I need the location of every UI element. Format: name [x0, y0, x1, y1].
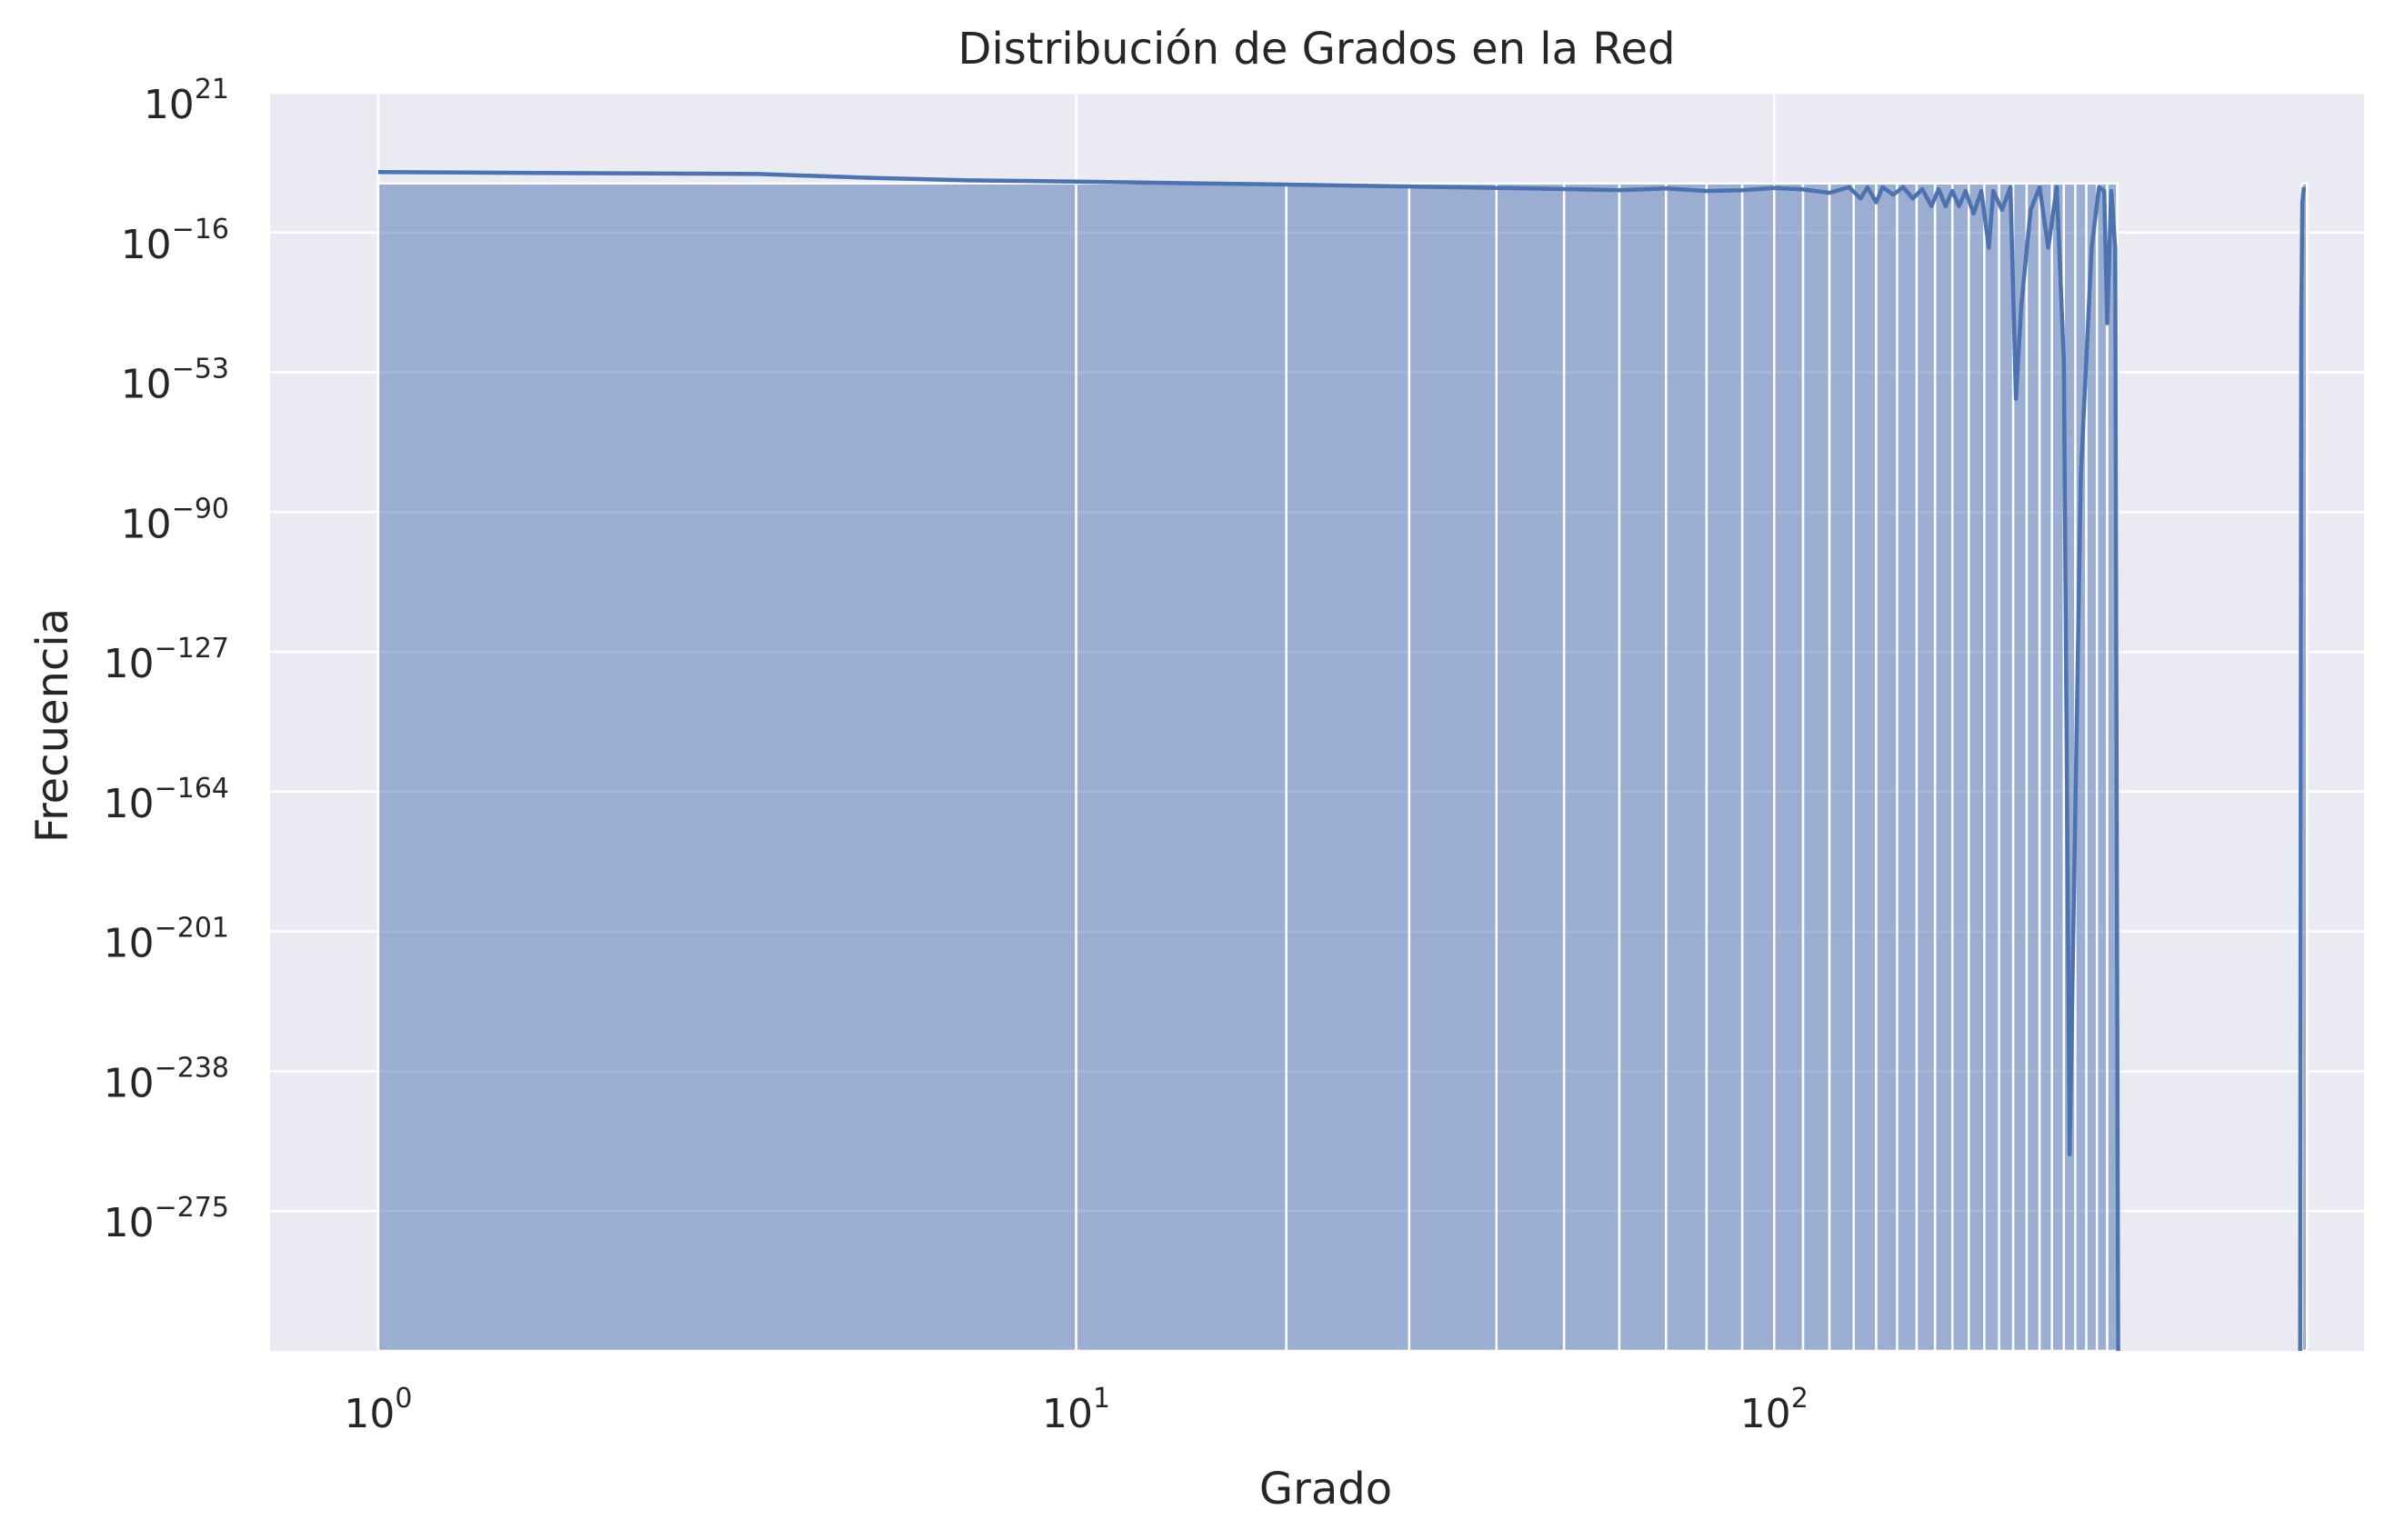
y-tick-label-exponent: 21 — [195, 74, 229, 105]
y-tick-label-base: 10 — [121, 362, 172, 408]
y-tick-label-exponent: −127 — [155, 633, 229, 665]
histogram-bar — [1801, 182, 1831, 1353]
histogram-bar — [1933, 182, 1954, 1353]
y-tick-label-exponent: −201 — [155, 913, 229, 945]
histogram-bar — [1618, 182, 1668, 1353]
y-tick-label-base: 10 — [144, 82, 195, 128]
x-tick-label: 101 — [1042, 1383, 1110, 1437]
histogram-bars — [376, 182, 2309, 1353]
y-tick-label: 10−53 — [121, 354, 229, 408]
histogram-bar — [1495, 182, 1566, 1353]
histogram-bar — [1896, 182, 1919, 1353]
histogram-bar — [1075, 182, 1288, 1353]
chart-title: Distribución de Grados en la Red — [958, 24, 1676, 75]
histogram-bar — [1967, 182, 1986, 1353]
y-tick-label: 10−16 — [121, 214, 229, 268]
y-tick-label: 10−90 — [121, 493, 229, 547]
y-tick-label-base: 10 — [104, 781, 155, 827]
y-tick-label-base: 10 — [104, 1200, 155, 1246]
x-axis-label: Grado — [1259, 1464, 1392, 1515]
y-tick-label-base: 10 — [121, 501, 172, 547]
y-tick-label-base: 10 — [104, 921, 155, 967]
histogram-bar — [2025, 182, 2041, 1353]
histogram-bar — [1875, 182, 1899, 1353]
y-tick-label-exponent: −16 — [172, 214, 229, 245]
histogram-bar — [1408, 182, 1498, 1353]
y-tick-label: 10−238 — [104, 1052, 229, 1106]
y-tick-labels: 102110−1610−5310−9010−12710−16410−20110−… — [104, 74, 229, 1246]
kde-line-right — [2298, 186, 2307, 1352]
histogram-bar — [1828, 182, 1855, 1353]
y-tick-label-exponent: −164 — [155, 773, 229, 805]
histogram-bar — [1665, 182, 1709, 1353]
y-tick-label: 10−127 — [104, 633, 229, 687]
y-tick-label: 1021 — [144, 74, 229, 128]
histogram-bar — [1983, 182, 2000, 1353]
x-tick-label-exponent: 1 — [1093, 1383, 1110, 1415]
y-axis-label: Frecuencia — [27, 608, 78, 843]
y-tick-label-base: 10 — [104, 1060, 155, 1106]
x-tick-label-exponent: 0 — [395, 1383, 412, 1415]
histogram-bar — [1915, 182, 1937, 1353]
kde-lines — [377, 170, 2307, 1352]
y-tick-label-exponent: −90 — [172, 493, 229, 525]
x-tick-labels: 100 101 102 — [344, 1383, 1808, 1437]
histogram-bar — [2095, 182, 2109, 1353]
histogram-bar — [376, 182, 1077, 1353]
histogram-bar — [1772, 182, 1805, 1353]
x-tick-label-base: 10 — [1042, 1391, 1093, 1437]
histogram-bar — [2038, 182, 2053, 1353]
x-tick-label: 100 — [344, 1383, 412, 1437]
histogram-bar — [1562, 182, 1621, 1353]
y-tick-label-exponent: −275 — [155, 1192, 229, 1224]
kde-line — [377, 170, 2120, 1352]
y-tick-label-base: 10 — [121, 222, 172, 268]
x-tick-label-base: 10 — [1740, 1391, 1791, 1437]
y-tick-label-exponent: −53 — [172, 354, 229, 385]
histogram-bar — [1950, 182, 1970, 1353]
x-tick-label-base: 10 — [344, 1391, 395, 1437]
y-tick-label: 10−164 — [104, 773, 229, 827]
histogram-bar — [1705, 182, 1744, 1353]
histogram-bar — [1998, 182, 2015, 1353]
y-tick-label-base: 10 — [104, 641, 155, 687]
histogram-bar — [1852, 182, 1878, 1353]
y-tick-label: 10−275 — [104, 1192, 229, 1246]
x-tick-label-exponent: 2 — [1791, 1383, 1809, 1415]
histogram-bar — [1740, 182, 1776, 1353]
x-tick-label: 102 — [1740, 1383, 1809, 1437]
y-tick-label: 10−201 — [104, 913, 229, 967]
histogram-bar — [1285, 182, 1411, 1353]
y-tick-label-exponent: −238 — [155, 1052, 229, 1084]
